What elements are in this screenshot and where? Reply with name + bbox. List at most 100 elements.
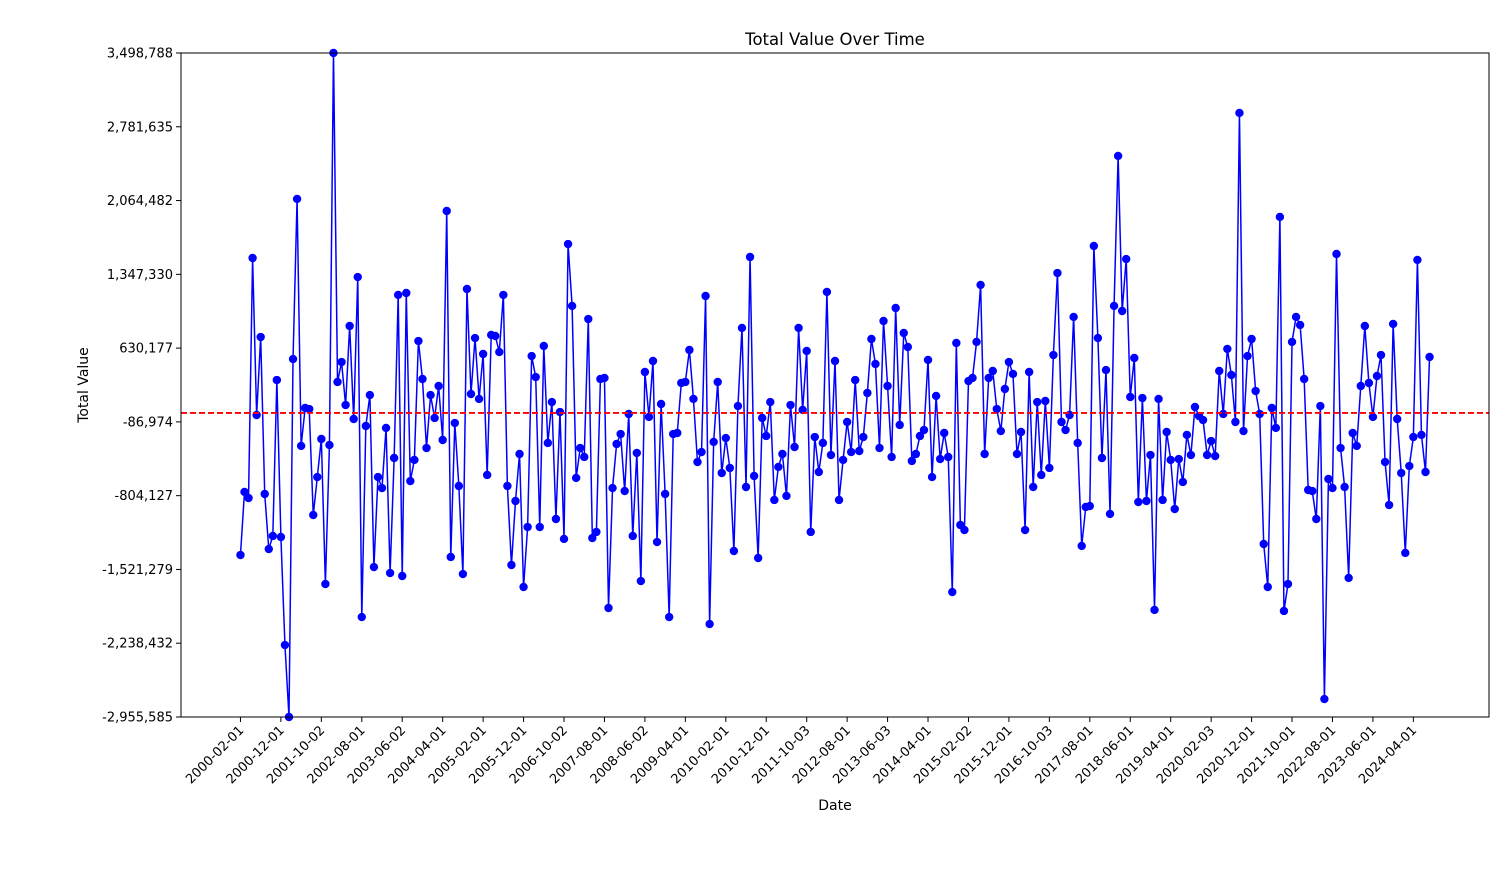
data-point <box>357 612 366 622</box>
data-point <box>519 582 528 592</box>
data-point <box>628 531 637 541</box>
data-point <box>830 356 840 366</box>
data-point <box>745 252 755 262</box>
data-point <box>810 432 819 442</box>
data-point <box>571 473 581 483</box>
data-point <box>867 334 876 344</box>
data-point <box>1069 312 1078 322</box>
data-point <box>495 347 504 357</box>
data-point <box>559 534 569 544</box>
data-point <box>1324 474 1333 484</box>
data-point <box>891 303 900 313</box>
data-point <box>592 527 601 537</box>
data-point <box>612 439 621 449</box>
data-point <box>935 454 945 464</box>
data-point <box>507 560 516 570</box>
data-point <box>1097 453 1107 463</box>
data-point <box>280 640 290 650</box>
data-point <box>539 341 548 351</box>
data-point <box>903 342 913 352</box>
y-tick-label: 3,498,788 <box>107 47 173 62</box>
data-point <box>1146 450 1155 460</box>
data-point <box>446 552 455 562</box>
data-point <box>1235 108 1244 118</box>
data-point <box>272 375 282 385</box>
data-point <box>1223 344 1232 354</box>
data-point <box>919 425 929 435</box>
data-point <box>361 421 371 431</box>
data-point <box>1028 482 1038 492</box>
data-point <box>1170 504 1179 514</box>
data-point <box>1053 268 1062 278</box>
data-point <box>1295 320 1305 330</box>
data-point <box>1182 430 1192 440</box>
data-point <box>790 442 799 452</box>
data-point <box>1364 378 1374 388</box>
data-point <box>1332 249 1341 259</box>
data-point <box>980 449 989 459</box>
data-point <box>575 443 585 453</box>
data-point <box>1101 365 1111 375</box>
data-point <box>1012 449 1022 459</box>
data-point <box>1219 409 1228 419</box>
data-point <box>1401 548 1410 558</box>
data-point <box>288 354 298 364</box>
data-point <box>1150 605 1159 615</box>
data-point <box>1348 428 1357 438</box>
data-point <box>871 359 880 369</box>
data-point <box>373 472 383 482</box>
data-point <box>377 483 387 493</box>
data-point <box>1372 371 1382 381</box>
data-point <box>923 355 933 365</box>
data-point <box>753 553 763 563</box>
data-point <box>385 568 395 578</box>
data-point <box>1291 312 1301 322</box>
data-point <box>276 532 286 542</box>
data-point <box>1085 501 1095 511</box>
data-point <box>398 571 407 581</box>
data-point <box>555 407 565 417</box>
data-point <box>802 346 811 356</box>
data-point <box>1126 392 1135 402</box>
data-point <box>337 357 346 367</box>
data-point <box>911 449 921 459</box>
data-point <box>1162 427 1171 437</box>
data-point <box>430 413 439 423</box>
data-point <box>948 587 957 597</box>
data-point <box>1045 463 1054 473</box>
data-point <box>887 452 896 462</box>
data-point <box>341 400 350 410</box>
data-point <box>940 428 949 438</box>
data-point <box>1000 384 1010 394</box>
data-point <box>1093 333 1103 343</box>
data-point <box>660 489 670 499</box>
data-point <box>244 493 253 503</box>
data-point <box>1033 397 1042 407</box>
data-point <box>952 338 961 348</box>
data-point <box>309 510 318 520</box>
data-point <box>292 194 302 204</box>
data-point <box>434 381 443 391</box>
data-point <box>1190 402 1200 412</box>
data-point <box>834 495 844 505</box>
data-point <box>855 446 864 456</box>
data-point <box>705 619 714 629</box>
data-point <box>353 272 362 282</box>
data-point <box>713 377 722 387</box>
data-point <box>406 476 415 486</box>
data-point <box>393 290 403 300</box>
data-point <box>1352 441 1361 451</box>
data-point <box>1077 541 1086 551</box>
data-point <box>822 287 832 297</box>
data-point <box>1251 386 1260 396</box>
plot-frame <box>180 52 1490 718</box>
data-point <box>806 527 815 537</box>
data-point <box>551 514 561 524</box>
data-point <box>697 447 706 457</box>
y-tick-label: 2,064,482 <box>107 194 173 209</box>
data-point <box>1384 500 1394 510</box>
data-point <box>1186 450 1196 460</box>
data-point <box>1142 496 1151 506</box>
data-point <box>1312 514 1321 524</box>
